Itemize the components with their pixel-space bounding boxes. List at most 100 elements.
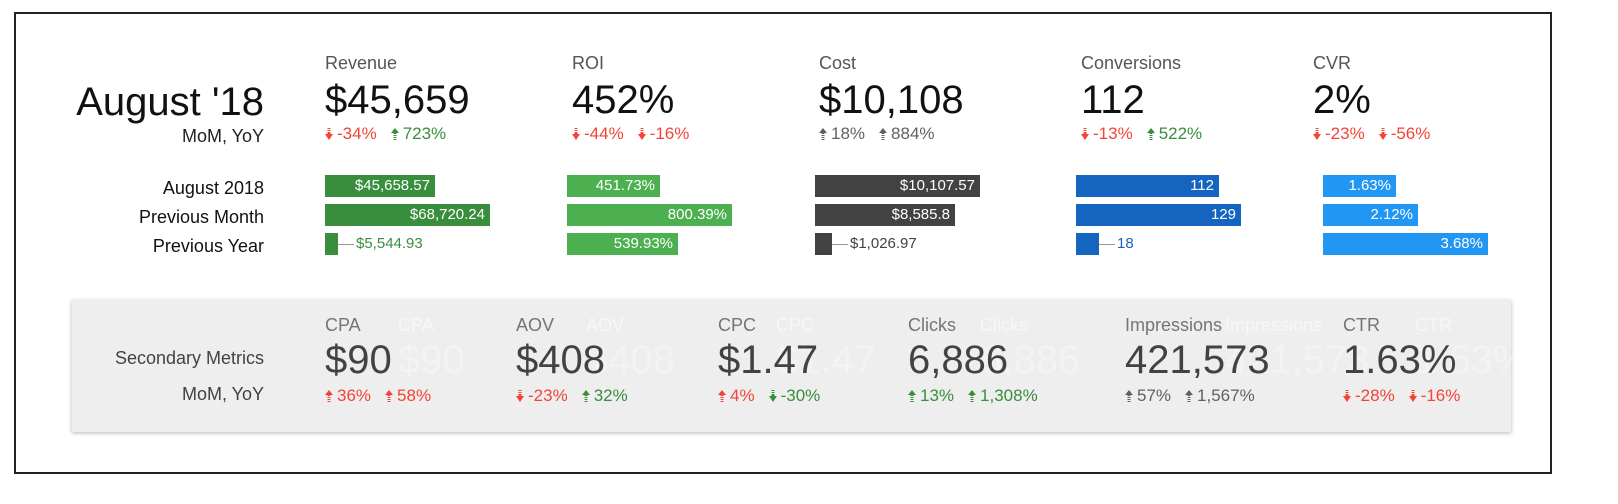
change-secondary.metrics.3.yoy: 1,308% <box>968 386 1038 406</box>
secondary-subtitle: MoM, YoY <box>181 384 264 404</box>
bar-label: $1,026.97 <box>832 233 917 255</box>
metric-changes: -44% -16% <box>572 124 689 144</box>
arrow-up-icon <box>908 390 916 402</box>
bar <box>1076 233 1099 255</box>
change-value: 58% <box>397 386 432 405</box>
metric-changes: -13% 522% <box>1081 124 1202 144</box>
arrow-up-icon <box>390 128 399 140</box>
metric-changes: 18% 884% <box>819 124 935 144</box>
metric-changes: -23% 32% <box>516 386 628 406</box>
arrow-up-icon <box>718 390 726 402</box>
arrow-down-icon <box>637 128 646 140</box>
metric-name-ghost: CPA <box>398 315 434 335</box>
change-value: 36% <box>337 386 372 405</box>
metric-name: AOV <box>516 315 555 335</box>
metric-value: $408 <box>516 338 605 382</box>
metric-value: 1.63% <box>1343 338 1457 382</box>
arrow-up-icon <box>1125 390 1133 402</box>
arrow-down-icon <box>768 390 777 402</box>
metric-value: $10,108 <box>819 78 964 122</box>
arrow-down-icon <box>516 390 524 402</box>
metric-name: Conversions <box>1081 53 1182 73</box>
bar: 800.39% <box>567 204 732 226</box>
page-subtitle: MoM, YoY <box>181 126 264 146</box>
secondary-title: Secondary Metrics <box>114 348 264 368</box>
change-secondary.metrics.2.yoy: -30% <box>768 386 821 406</box>
metric-changes: -34% 723% <box>325 124 446 144</box>
bar: $45,658.57 <box>325 175 435 197</box>
metric-name: CTR <box>1343 315 1380 335</box>
bar <box>325 233 338 255</box>
arrow-down-icon <box>325 128 333 140</box>
secondary-metrics-panel: Secondary Metrics MoM, YoY CPA $90 CPA $90 3… <box>72 300 1528 432</box>
arrow-down-icon <box>1378 128 1387 140</box>
arrow-up-icon <box>385 390 394 402</box>
bar: 112 <box>1076 175 1219 197</box>
metric-name-ghost: Impressions <box>1225 315 1323 335</box>
change-value: 32% <box>593 386 628 405</box>
metric-name-ghost: Clicks <box>980 315 1028 335</box>
metric-value: $45,659 <box>325 78 470 122</box>
change-primary.2.yoy: 884% <box>879 124 935 144</box>
row-label-previous-year: Previous Year <box>152 236 264 256</box>
bar-label: 18 <box>1099 233 1134 255</box>
metric-value: 112 <box>1081 78 1145 122</box>
arrow-up-icon <box>1185 390 1194 402</box>
change-secondary.metrics.5.mom: -28% <box>1343 386 1395 406</box>
metric-value-ghost: $90 <box>398 338 465 382</box>
change-primary.0.mom: -34% <box>325 124 377 144</box>
change-value: -16% <box>649 124 690 143</box>
bar: 1.63% <box>1323 175 1396 197</box>
arrow-up-icon <box>819 128 827 140</box>
change-primary.2.mom: 18% <box>819 124 865 144</box>
metric-value-ghost: 6,886 <box>980 338 1081 382</box>
change-primary.1.mom: -44% <box>572 124 624 144</box>
change-value: -30% <box>780 386 821 405</box>
metric-name-ghost: AOV <box>586 315 625 335</box>
change-primary.3.yoy: 522% <box>1146 124 1203 144</box>
metric-name-ghost: CTR <box>1415 315 1452 335</box>
arrow-down-icon <box>1081 128 1089 140</box>
change-value: 522% <box>1158 124 1203 143</box>
metric-name: CVR <box>1313 53 1352 73</box>
metric-value: 6,886 <box>908 338 1009 382</box>
change-secondary.metrics.1.yoy: 32% <box>581 386 628 406</box>
arrow-up-icon <box>581 390 590 402</box>
row-label-previous-month: Previous Month <box>138 207 264 227</box>
change-secondary.metrics.4.yoy: 1,567% <box>1185 386 1255 406</box>
metric-changes: -23% -56% <box>1313 124 1430 144</box>
arrow-up-icon <box>879 128 888 140</box>
metric-value: 452% <box>572 78 675 122</box>
metric-value: $1.47 <box>718 338 819 382</box>
change-secondary.metrics.0.mom: 36% <box>325 386 371 406</box>
change-value: -16% <box>1420 386 1461 405</box>
change-value: -13% <box>1093 124 1133 143</box>
metric-name: CPC <box>718 315 757 335</box>
metric-name: Clicks <box>908 315 956 335</box>
bar: 3.68% <box>1323 233 1488 255</box>
metric-changes: 13% 1,308% <box>908 386 1038 406</box>
change-value: 18% <box>831 124 866 143</box>
change-value: 884% <box>891 124 935 143</box>
metric-value: 421,573 <box>1125 338 1270 382</box>
arrow-down-icon <box>1343 390 1351 402</box>
change-value: 1,567% <box>1197 386 1255 405</box>
change-value: -28% <box>1355 386 1395 405</box>
metric-value: 2% <box>1313 78 1371 122</box>
metric-value-ghost: 421,573 <box>1225 338 1370 382</box>
metric-name: Cost <box>819 53 857 73</box>
change-value: 57% <box>1137 386 1172 405</box>
metric-name: CPA <box>325 315 361 335</box>
change-primary.4.yoy: -56% <box>1378 124 1431 144</box>
arrow-down-icon <box>572 128 580 140</box>
row-label-current: August 2018 <box>162 178 264 198</box>
change-value: 4% <box>730 386 755 405</box>
metric-value-ghost: $1.47 <box>776 338 877 382</box>
change-value: 1,308% <box>980 386 1038 405</box>
change-primary.0.yoy: 723% <box>390 124 446 144</box>
metric-changes: 4% -30% <box>718 386 820 406</box>
bar <box>815 233 832 255</box>
bar: 539.93% <box>567 233 678 255</box>
metric-name-ghost: CPC <box>776 315 815 335</box>
change-value: -56% <box>1390 124 1431 143</box>
